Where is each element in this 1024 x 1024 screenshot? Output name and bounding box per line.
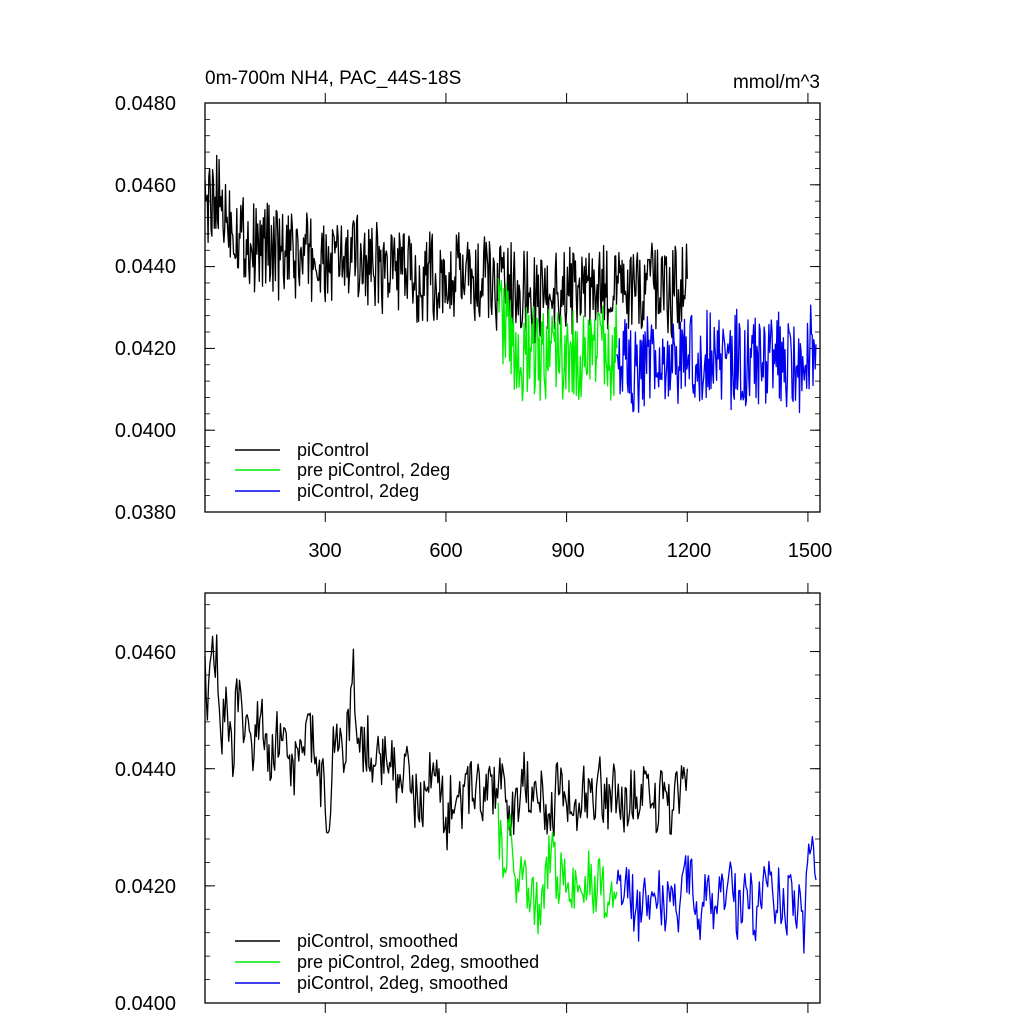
- top-y-tick-label: 0.0460: [115, 175, 176, 197]
- top-y-tick-label: 0.0440: [115, 256, 176, 278]
- bottom-y-tick-label: 0.0400: [115, 993, 176, 1015]
- legend-label-picontrol-smoothed: piControl, smoothed: [297, 931, 458, 951]
- top-x-tick-label: 300: [308, 540, 341, 562]
- legend-label-pre-picontrol-2deg-smoothed: pre piControl, 2deg, smoothed: [297, 952, 539, 972]
- top-x-tick-label: 900: [551, 540, 584, 562]
- top-title-units: mmol/m^3: [733, 72, 820, 93]
- top-series-pre-picontrol-2deg: [497, 277, 618, 402]
- legend-label-pre-picontrol-2deg: pre piControl, 2deg: [297, 460, 450, 480]
- top-x-tick-label: 600: [429, 540, 462, 562]
- top-legend: piControl pre piControl, 2deg piControl,…: [235, 440, 450, 501]
- bottom-series-pre-picontrol-2deg-smoothed: [497, 802, 618, 935]
- top-x-tick-label: 1200: [667, 540, 712, 562]
- top-panel: 0m-700m NH4, PAC_44S-18S mmol/m^3 0.0480…: [115, 68, 832, 562]
- top-y-tick-label: 0.0380: [115, 502, 176, 524]
- top-y-tick-label: 0.0420: [115, 338, 176, 360]
- bottom-series-picontrol-smoothed: [204, 634, 688, 851]
- bottom-y-tick-label: 0.0440: [115, 759, 176, 781]
- bottom-series-picontrol-2deg-smoothed: [616, 836, 817, 954]
- top-y-tick-label: 0.0400: [115, 420, 176, 442]
- bottom-plot-frame: [204, 592, 821, 1004]
- bottom-y-tick-label: 0.0420: [115, 876, 176, 898]
- legend-label-picontrol-2deg: piControl, 2deg: [297, 481, 419, 501]
- top-title-left: 0m-700m NH4, PAC_44S-18S: [205, 68, 461, 89]
- legend-label-picontrol: piControl: [297, 440, 369, 460]
- bottom-panel: 0.0460 0.0440 0.0420 0.0400 piControl, s…: [115, 583, 821, 1015]
- top-y-tick-label: 0.0480: [115, 93, 176, 115]
- legend-label-picontrol-2deg-smoothed: piControl, 2deg, smoothed: [297, 973, 508, 993]
- bottom-legend: piControl, smoothed pre piControl, 2deg,…: [235, 931, 539, 993]
- top-series-picontrol: [204, 154, 688, 344]
- top-x-tick-label: 1500: [788, 540, 833, 562]
- top-plot-frame: [204, 102, 821, 513]
- top-series-picontrol-2deg: [616, 304, 817, 414]
- bottom-y-tick-label: 0.0460: [115, 642, 176, 664]
